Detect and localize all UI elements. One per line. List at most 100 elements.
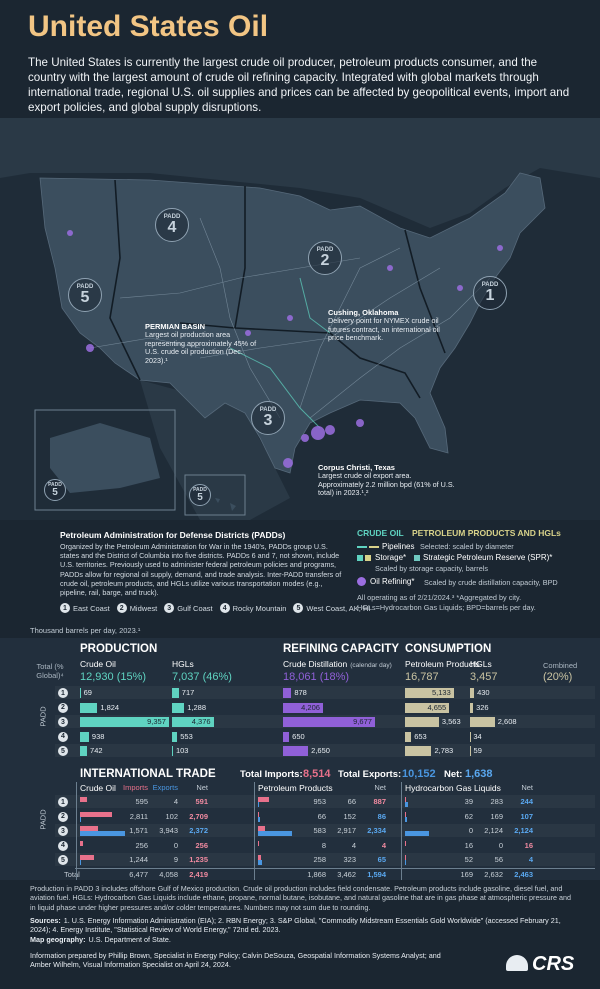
region-name: West Coast, AK, HI [306, 603, 371, 613]
region-name: Rocky Mountain [232, 603, 287, 613]
row-number: 5 [58, 746, 68, 756]
bar-label: 742 [90, 746, 103, 755]
import-value: 1,571 [129, 826, 148, 835]
total-value: 1,594 [367, 870, 386, 879]
padd-word: PADD [76, 284, 94, 290]
export-bar [258, 831, 292, 836]
bar-label: 9,357 [147, 717, 166, 726]
bar-label: 103 [175, 746, 189, 755]
padd-word: PADD [163, 214, 181, 220]
row-band [55, 730, 595, 743]
net-header: Net [521, 783, 533, 792]
net-header: Net [196, 783, 208, 792]
import-bar [80, 811, 113, 817]
export-bar [80, 831, 126, 836]
region-number: 4 [219, 603, 230, 613]
region-number: 2 [116, 603, 127, 613]
import-value: 66 [317, 811, 326, 821]
column-name-text: Crude Oil [80, 659, 116, 669]
import-bar [80, 840, 83, 846]
net-value: 107 [520, 811, 533, 821]
legend-storage: Storage* [375, 553, 407, 562]
bar [470, 688, 475, 698]
mexico [140, 380, 290, 520]
bar-label: 2,650 [311, 746, 330, 755]
net-header: Net [374, 783, 386, 792]
column-name-text: Petroleum Products [405, 659, 480, 669]
bar-label: 938 [91, 731, 105, 741]
bar [470, 717, 495, 727]
import-value: 256 [135, 840, 148, 850]
refining-icon [357, 577, 366, 586]
net-value: 4 [381, 840, 386, 850]
logo: CRS [532, 953, 575, 975]
pipeline-icon [369, 546, 379, 548]
combined-total: (20%) [543, 671, 573, 683]
padd-word: PADD [259, 407, 277, 413]
logo-dome [506, 955, 528, 971]
row-number: 1 [58, 797, 68, 807]
bar [283, 717, 375, 727]
bar-label: 59 [473, 746, 482, 755]
net-value: 591 [195, 797, 208, 806]
bar [80, 731, 89, 742]
total-value: 169 [460, 870, 473, 879]
import-value: 1,244 [129, 855, 148, 864]
net-value: 2,709 [189, 811, 208, 821]
bar [470, 746, 471, 756]
hawaii-land [200, 493, 236, 511]
column-total: 16,787 [405, 671, 439, 683]
row-number: 3 [58, 826, 68, 836]
group-rule [254, 782, 255, 880]
geography-text: U.S. Department of State. [88, 935, 171, 944]
bar [172, 688, 179, 698]
column-name-text: HGLs [172, 659, 194, 669]
bar [283, 731, 290, 742]
padd-region: 3 Gulf Coast [164, 603, 213, 613]
stats-panel [0, 638, 600, 880]
exports-label: Total Exports: [338, 769, 402, 780]
export-bar [405, 860, 406, 865]
section-title: CONSUMPTION [405, 643, 492, 655]
padd-word: PADD [481, 282, 499, 288]
bar-label: 2,783 [434, 746, 454, 755]
bar-label: 9,677 [353, 717, 372, 726]
canada [0, 118, 600, 228]
padd-axis: PADD [38, 809, 48, 830]
imports-header: Imports [122, 783, 148, 792]
bar-label: 553 [180, 731, 193, 741]
annotation-title: Corpus Christi, Texas [318, 463, 395, 472]
column-name: Petroleum Products [405, 659, 480, 669]
row-number: 1 [58, 688, 68, 698]
row-number: 4 [58, 840, 68, 851]
bar [405, 746, 432, 756]
import-value: 39 [464, 797, 473, 806]
total-value: 4,058 [159, 870, 178, 879]
bar [80, 702, 98, 713]
bar-label: 650 [292, 731, 305, 741]
column-name-note: (calendar day) [350, 662, 392, 669]
imports-total: 8,514 [303, 768, 331, 780]
row-band [55, 824, 595, 837]
total-value: 1,868 [307, 870, 326, 879]
section-title: PRODUCTION [80, 643, 158, 655]
padd-word: PADD [48, 481, 62, 488]
legend-pipelines: Pipelines [382, 542, 415, 551]
legend-abbrev: HGLs=Hydrocarbon Gas Liquids; BPD=barrel… [357, 603, 536, 612]
bar-label: 4,655 [427, 702, 447, 712]
import-bar [258, 811, 259, 817]
export-value: 0 [173, 840, 178, 850]
padd-label: PADD 5 [189, 484, 211, 506]
padd-label: PADD 5 [44, 479, 66, 501]
padd-regions: 1 East Coast 2 Midwest 3 Gulf Coast 4 Rocky Mou… [60, 603, 370, 613]
bar-label: 717 [181, 688, 195, 697]
region-number: 1 [60, 603, 70, 613]
total-value: 2,463 [514, 870, 533, 879]
import-bar [80, 826, 99, 831]
title: United States Oil [28, 10, 269, 43]
spr-icon [414, 555, 420, 561]
row-number: 2 [58, 811, 68, 822]
export-value: 2,917 [337, 826, 356, 835]
net-total: 1,638 [465, 768, 493, 780]
bar-label: 1,288 [187, 702, 207, 712]
